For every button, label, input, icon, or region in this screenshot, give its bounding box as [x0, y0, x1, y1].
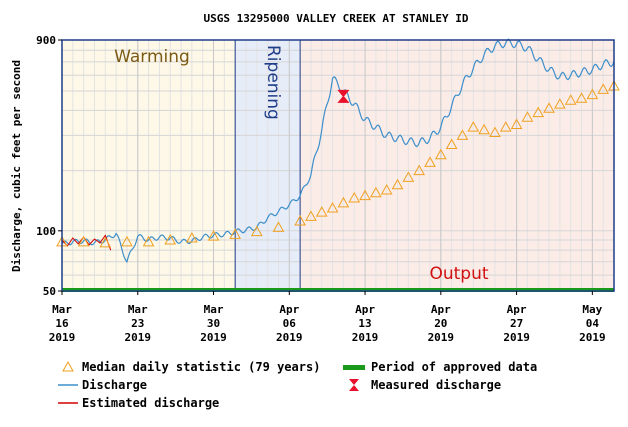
median-point [564, 94, 577, 105]
x-tick-year: 2019 [352, 331, 379, 344]
median-point [467, 121, 480, 132]
median-point [229, 228, 242, 239]
y-tick-label: 100 [36, 225, 56, 238]
median-point [456, 129, 469, 140]
x-tick-month: Mar [52, 303, 72, 316]
median-point [413, 164, 426, 176]
legend: Median daily statistic (79 years) Period … [58, 360, 537, 410]
median-point [272, 221, 285, 232]
median-point [575, 92, 588, 103]
x-tick-year: 2019 [428, 331, 455, 344]
median-point [164, 233, 177, 245]
legend-label: Estimated discharge [82, 396, 219, 410]
legend-label: Discharge [82, 378, 147, 392]
x-tick-year: 2019 [276, 331, 303, 344]
legend-marker-approved [343, 365, 365, 370]
x-tick-day: 04 [586, 317, 600, 330]
median-point [380, 183, 393, 195]
median-point [521, 111, 534, 122]
chart-title: USGS 13295000 VALLEY CREEK AT STANLEY ID [204, 12, 469, 25]
median-point [326, 201, 339, 213]
plot-area: Warming RipeningOutput90010050Mar162019Ma… [36, 34, 620, 344]
median-point [499, 121, 512, 132]
band-label-warming: Warming [114, 47, 190, 67]
x-tick-year: 2019 [125, 331, 152, 344]
x-tick-month: Mar [204, 303, 224, 316]
x-tick-month: Apr [431, 303, 451, 316]
median-point [77, 235, 90, 247]
x-tick-month: Apr [507, 303, 527, 316]
y-tick-label: 50 [43, 285, 56, 298]
median-point [305, 210, 317, 221]
median-point [402, 171, 415, 182]
median-point [597, 83, 610, 94]
median-point [554, 98, 566, 109]
legend-label: Measured discharge [371, 378, 501, 392]
median-point [250, 225, 263, 237]
median-point [445, 138, 458, 150]
x-tick-year: 2019 [49, 331, 76, 344]
legend-label: Median daily statistic (79 years) [82, 360, 320, 374]
median-point [315, 206, 328, 217]
x-tick-month: Apr [279, 303, 299, 316]
median-point [510, 118, 523, 130]
legend-marker-median [62, 360, 74, 372]
legend-marker-measured [349, 379, 359, 391]
median-point [370, 186, 382, 198]
grid [61, 40, 614, 291]
median-point [294, 214, 306, 226]
median-point [142, 235, 155, 247]
x-tick-day: 30 [207, 317, 220, 330]
x-tick-day: 06 [283, 317, 297, 330]
median-point [207, 230, 220, 241]
median-point [489, 126, 501, 138]
series-median [56, 79, 620, 248]
x-tick-day: 13 [358, 317, 371, 330]
band-label-ripening: Ripening [263, 45, 283, 120]
series-discharge [61, 38, 615, 264]
x-tick-year: 2019 [579, 331, 606, 344]
median-point [543, 102, 555, 113]
median-point [424, 156, 436, 167]
x-tick-month: May [582, 303, 602, 316]
x-tick-month: Apr [355, 303, 375, 316]
plot-frame [61, 39, 615, 292]
median-point [478, 123, 490, 135]
median-point [99, 236, 112, 248]
measured-discharge-point [337, 89, 350, 103]
y-axis-label: Discharge, cubic feet per second [10, 60, 23, 272]
median-point [391, 178, 404, 190]
x-tick-day: 16 [55, 317, 69, 330]
band-label-output: Output [429, 264, 488, 284]
median-point [348, 191, 361, 203]
x-tick-day: 20 [434, 317, 447, 330]
x-tick-day: 27 [510, 317, 523, 330]
median-point [337, 196, 350, 208]
x-tick-day: 23 [131, 317, 144, 330]
x-tick-year: 2019 [200, 331, 227, 344]
median-point [359, 189, 371, 201]
band-output [300, 40, 614, 291]
x-tick-month: Mar [128, 303, 148, 316]
x-tick-year: 2019 [503, 331, 530, 344]
legend-label: Period of approved data [371, 360, 537, 374]
median-point [434, 148, 447, 160]
median-point [586, 88, 599, 100]
median-point [121, 235, 133, 247]
median-point [186, 232, 198, 243]
y-tick-label: 900 [36, 34, 56, 47]
median-point [532, 106, 545, 118]
